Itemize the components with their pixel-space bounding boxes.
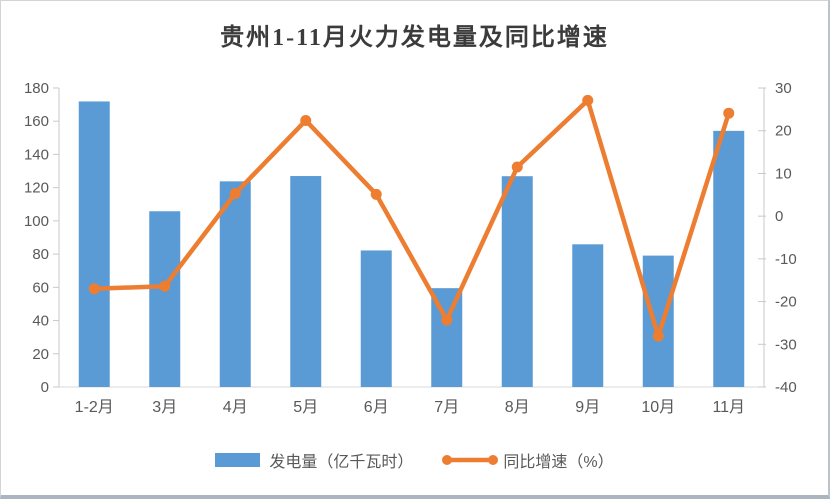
x-axis-label-4月: 4月 xyxy=(223,399,248,416)
left-axis-tick-label: 180 xyxy=(24,80,49,97)
left-axis-tick-label: 20 xyxy=(32,346,49,363)
x-axis-label-10月: 10月 xyxy=(641,399,675,416)
legend-line-label: 同比增速（%） xyxy=(503,454,614,471)
right-axis-tick-label: -40 xyxy=(775,379,797,396)
bar-6月 xyxy=(360,250,392,387)
left-axis-tick-label: 140 xyxy=(24,146,49,163)
legend-item-generation: 发电量（亿千瓦时） xyxy=(215,448,413,472)
bar-11月 xyxy=(713,130,745,387)
legend-bar-label: 发电量（亿千瓦时） xyxy=(269,454,414,471)
legend-bar-swatch xyxy=(215,453,261,467)
x-axis-label-8月: 8月 xyxy=(505,399,530,416)
left-axis-tick-label: 60 xyxy=(32,279,49,296)
marker-8月 xyxy=(511,161,523,173)
marker-10月 xyxy=(652,330,664,342)
growth-line xyxy=(92,98,731,339)
left-axis-tick-label: 80 xyxy=(32,246,49,263)
right-axis-tick-label: 20 xyxy=(775,123,792,140)
x-axis-label-1-2月: 1-2月 xyxy=(75,399,114,416)
bar-3月 xyxy=(149,211,181,387)
chart-legend: 发电量（亿千瓦时） 同比增速（%） xyxy=(1,448,828,472)
right-axis-tick-label: -20 xyxy=(775,294,797,311)
bar-8月 xyxy=(501,176,533,387)
left-axis-tick-label: 160 xyxy=(24,113,49,130)
chart-title: 贵州1-11月火力发电量及同比增速 xyxy=(220,25,609,51)
left-axis-tick-label: 0 xyxy=(41,379,49,396)
marker-4月 xyxy=(229,188,241,200)
bar-10月 xyxy=(642,255,674,387)
marker-5月 xyxy=(300,114,312,126)
x-axis-label-11月: 11月 xyxy=(712,399,745,416)
bar-9月 xyxy=(572,244,604,387)
x-axis-label-3月: 3月 xyxy=(152,399,177,416)
right-axis-tick-label: 30 xyxy=(775,80,792,97)
marker-3月 xyxy=(159,280,171,292)
marker-1-2月 xyxy=(88,283,100,295)
bar-4月 xyxy=(219,181,251,387)
right-axis-tick-label: 10 xyxy=(775,165,792,182)
x-axis-label-6月: 6月 xyxy=(364,399,389,416)
right-axis-tick-label: 0 xyxy=(775,208,783,225)
x-axis-label-7月: 7月 xyxy=(434,399,459,416)
left-axis-tick-label: 40 xyxy=(32,313,49,330)
right-axis-tick-label: -10 xyxy=(775,251,797,268)
right-axis-tick-label: -30 xyxy=(775,336,797,353)
marker-9月 xyxy=(582,94,594,106)
legend-line-marker xyxy=(442,455,499,465)
marker-6月 xyxy=(370,188,382,200)
marker-7月 xyxy=(441,314,453,326)
marker-11月 xyxy=(723,107,735,119)
left-axis-tick-label: 120 xyxy=(24,180,49,197)
left-axis-tick-label: 100 xyxy=(24,213,49,230)
x-axis-label-5月: 5月 xyxy=(293,399,318,416)
x-axis-label-9月: 9月 xyxy=(575,399,600,416)
legend-item-growth: 同比增速（%） xyxy=(439,448,614,472)
bar-1-2月 xyxy=(78,101,110,387)
bar-5月 xyxy=(290,176,322,387)
